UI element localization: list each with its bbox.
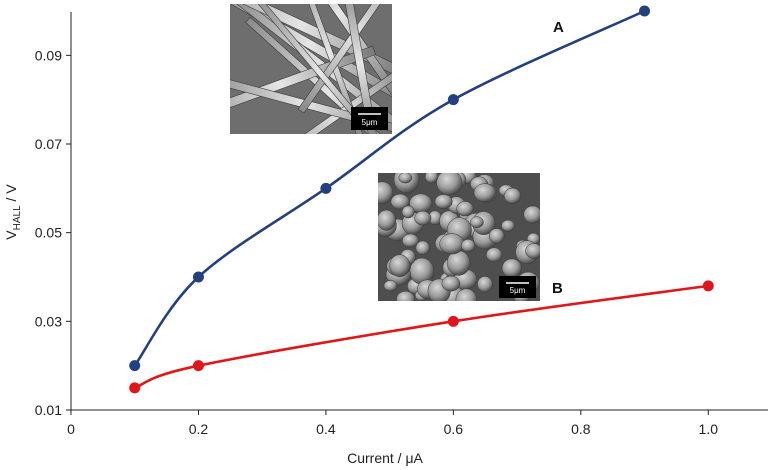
y-tick-label: 0.05	[35, 225, 62, 241]
y-axis-title-main: V	[3, 230, 19, 240]
y-tick-label: 0.09	[35, 47, 62, 63]
x-tick-label: 0.4	[316, 421, 336, 437]
data-point-b	[702, 280, 714, 292]
x-tick-label: 0	[67, 421, 75, 437]
series-layer	[129, 5, 714, 394]
data-point-a	[192, 271, 204, 283]
y-tick-label: 0.03	[35, 313, 62, 329]
series-line-a	[133, 9, 646, 367]
x-tick-label: 1.0	[699, 421, 719, 437]
data-point-b	[129, 382, 141, 394]
x-axis-title: Current / μA	[347, 450, 423, 466]
x-tick-label: 0.8	[571, 421, 591, 437]
data-point-b	[192, 360, 204, 372]
y-tick-label: 0.07	[35, 136, 62, 152]
scale-bar-box-a	[351, 107, 388, 130]
sem-inset-a: 5μm	[230, 4, 392, 134]
data-point-a	[447, 94, 459, 106]
x-axis-ticks: 0 0.2 0.4 0.6 0.8 1.0	[67, 410, 718, 437]
axes	[70, 12, 768, 411]
data-point-b	[447, 315, 459, 327]
y-axis-title-suffix: / V	[3, 184, 19, 206]
y-axis-title-subscript: HALL	[12, 205, 23, 230]
y-axis-title: VHALL / V	[3, 184, 23, 240]
x-tick-label: 0.2	[189, 421, 209, 437]
scale-bar-label-b: 5μm	[510, 286, 526, 295]
data-point-a	[129, 360, 141, 372]
data-point-a	[639, 5, 651, 17]
scale-bar-box-b	[499, 276, 536, 298]
x-tick-label: 0.6	[444, 421, 464, 437]
y-axis-ticks: 0.01 0.03 0.05 0.07 0.09	[35, 47, 71, 418]
series-line-b	[134, 284, 709, 390]
data-point-a	[320, 182, 332, 194]
series-label-a: A	[553, 19, 564, 36]
scale-bar-label-a: 5μm	[362, 118, 378, 127]
sem-inset-b: 5μm	[378, 173, 540, 301]
y-tick-label: 0.01	[35, 402, 62, 418]
series-label-b: B	[552, 280, 563, 297]
